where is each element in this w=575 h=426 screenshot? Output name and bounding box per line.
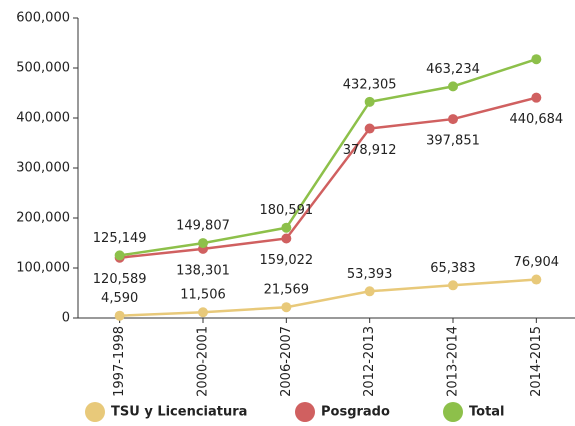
data-label: 4,590	[101, 291, 138, 306]
point	[198, 238, 208, 249]
data-label: 11,506	[180, 288, 226, 303]
point	[364, 96, 375, 107]
x-tick-label: 2012-2013	[362, 326, 377, 397]
legend-label: Posgrado	[321, 405, 390, 420]
x-tick-label: 2006-2007	[279, 326, 294, 397]
data-label: 53,393	[347, 267, 393, 282]
data-label: 378,912	[343, 143, 397, 158]
y-tick-label: 0	[62, 311, 70, 326]
data-label: 149,807	[176, 219, 230, 234]
x-tick-label: 1997-1998	[112, 326, 127, 397]
data-label: 125,149	[93, 231, 147, 246]
point	[281, 222, 292, 233]
y-tick-label: 500,000	[16, 61, 70, 76]
y-tick-label: 600,000	[16, 11, 70, 26]
point	[448, 280, 458, 291]
x-tick-label: 2013-2014	[446, 326, 461, 397]
legend-swatch	[295, 402, 315, 422]
data-label: 120,589	[93, 272, 147, 287]
point	[531, 92, 542, 103]
series-line	[119, 278, 537, 317]
data-label: 138,301	[176, 263, 230, 278]
point	[114, 250, 125, 261]
data-label: 76,904	[514, 255, 560, 270]
legend-swatch	[85, 402, 105, 422]
point	[281, 302, 292, 313]
data-label: 159,022	[259, 253, 313, 268]
point	[198, 307, 208, 318]
point	[364, 286, 375, 297]
point	[281, 233, 292, 244]
point	[114, 310, 125, 321]
data-label: 21,569	[264, 283, 310, 298]
point	[448, 81, 458, 92]
data-label: 397,851	[426, 134, 480, 149]
point	[364, 123, 375, 134]
point	[531, 54, 542, 65]
data-label: 180,591	[259, 203, 313, 218]
point	[448, 114, 458, 125]
y-tick-label: 100,000	[16, 261, 70, 276]
series-line	[119, 58, 537, 257]
point	[531, 274, 542, 285]
data-label: 65,383	[430, 261, 476, 276]
data-label: 432,305	[343, 77, 397, 92]
y-tick-label: 400,000	[16, 111, 70, 126]
legend-label: TSU y Licenciatura	[111, 405, 247, 420]
data-label: 440,684	[509, 112, 563, 127]
y-tick-label: 300,000	[16, 161, 70, 176]
legend-swatch	[443, 402, 463, 422]
series-line	[119, 96, 537, 259]
data-label: 463,234	[426, 62, 480, 77]
x-tick-label: 2014-2015	[529, 326, 544, 397]
y-tick-label: 200,000	[16, 211, 70, 226]
x-tick-label: 2000-2001	[196, 326, 211, 397]
legend-label: Total	[469, 405, 505, 420]
